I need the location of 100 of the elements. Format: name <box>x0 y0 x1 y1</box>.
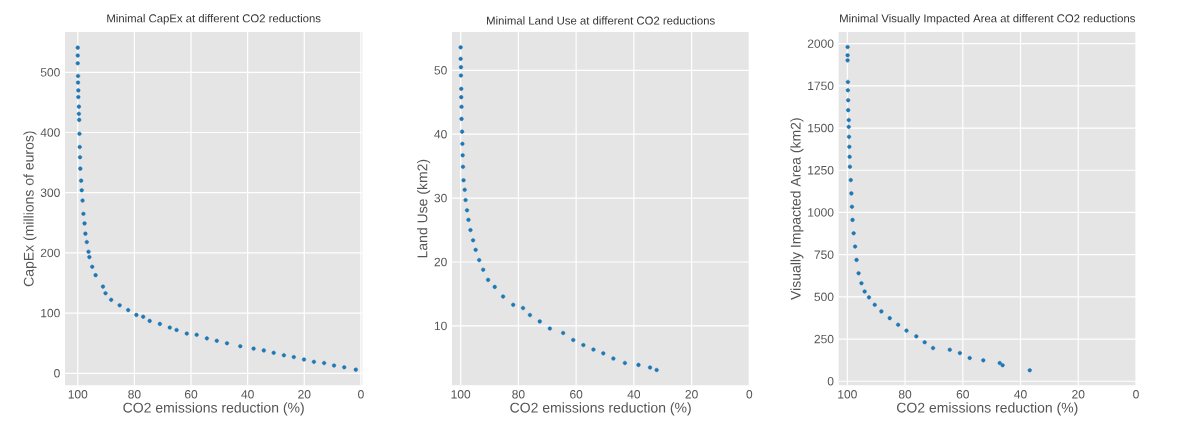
y-tick-label: 500 <box>40 68 60 77</box>
point <box>460 129 465 134</box>
point <box>353 367 358 372</box>
point <box>271 350 276 355</box>
point <box>75 73 81 79</box>
x-tick-label: 100 <box>68 390 88 399</box>
point <box>459 95 464 100</box>
point <box>281 353 286 358</box>
point <box>76 111 81 116</box>
y-tick-label: 50 <box>434 66 447 75</box>
point <box>1027 368 1032 373</box>
point <box>251 346 256 351</box>
point <box>957 351 962 356</box>
point <box>647 365 653 370</box>
point <box>238 344 243 349</box>
point <box>856 271 861 276</box>
point <box>100 284 106 289</box>
x-tick-label: 80 <box>512 390 525 399</box>
point <box>322 360 327 366</box>
point <box>850 217 855 222</box>
point <box>904 328 909 333</box>
point <box>76 104 81 109</box>
point <box>77 144 82 150</box>
point <box>930 345 936 351</box>
point <box>75 80 81 85</box>
point <box>845 44 850 50</box>
point <box>157 321 162 326</box>
point <box>611 356 616 361</box>
point <box>224 341 230 346</box>
point <box>471 238 476 243</box>
point <box>458 45 463 50</box>
point <box>473 247 478 252</box>
x-axis-title: CO2 emissions reduction (%) <box>123 402 304 416</box>
y-tick-label: 250 <box>814 334 834 344</box>
y-tick-label: 1250 <box>808 166 834 175</box>
y-axis-title: Visually Impacted Area (km2) <box>790 118 804 300</box>
y-tick-label: 400 <box>40 128 60 137</box>
y-tick-label: 750 <box>814 250 834 259</box>
point <box>76 94 81 100</box>
x-tick-label: 40 <box>1014 390 1027 399</box>
x-axis-title: CO2 emissions reduction (%) <box>510 402 691 416</box>
point <box>459 104 464 109</box>
point <box>520 305 526 311</box>
point <box>311 359 316 364</box>
point <box>83 231 88 236</box>
point <box>342 365 347 370</box>
point <box>845 58 850 63</box>
point <box>109 297 114 302</box>
point <box>859 281 864 286</box>
point <box>847 154 852 159</box>
point <box>117 303 122 308</box>
y-tick-label: 0 <box>54 369 60 378</box>
point <box>75 53 80 58</box>
point <box>147 318 152 323</box>
point <box>847 144 852 149</box>
point <box>636 362 641 367</box>
point <box>622 360 627 366</box>
y-tick-label: 300 <box>40 188 60 197</box>
point <box>846 124 851 129</box>
y-tick-label: 100 <box>41 308 60 318</box>
point <box>561 330 566 335</box>
x-tick-label: 60 <box>570 390 583 399</box>
point <box>331 363 337 368</box>
point <box>846 98 851 103</box>
x-tick-label: 100 <box>451 390 471 399</box>
point <box>947 347 952 352</box>
point <box>571 337 576 343</box>
point <box>301 357 307 362</box>
chart-title: Minimal Visually Impacted Area at different CO2 reductions <box>840 14 1135 25</box>
point <box>854 257 859 262</box>
point <box>184 331 189 336</box>
y-tick-label: 2000 <box>807 39 834 48</box>
point <box>981 358 986 363</box>
point <box>461 178 466 183</box>
point <box>601 351 606 356</box>
point <box>846 118 851 123</box>
point <box>914 334 919 339</box>
point <box>477 258 482 263</box>
point <box>511 302 516 307</box>
chart-title: Minimal Land Use at different CO2 reductions <box>487 16 715 25</box>
point <box>458 73 464 78</box>
point <box>126 308 131 313</box>
point <box>896 322 901 327</box>
point <box>458 56 463 61</box>
point <box>846 108 851 113</box>
point <box>84 239 89 245</box>
point <box>851 231 856 236</box>
x-tick-label: 0 <box>1133 390 1139 399</box>
point <box>75 45 80 50</box>
x-tick-label: 60 <box>184 390 198 399</box>
point <box>167 325 172 330</box>
y-tick-label: 10 <box>434 321 447 331</box>
point <box>77 131 82 136</box>
point <box>866 295 872 300</box>
y-tick-label: 40 <box>434 129 447 139</box>
point <box>547 326 552 331</box>
y-tick-label: 200 <box>40 248 60 258</box>
point <box>967 355 972 361</box>
point <box>654 367 659 373</box>
point <box>849 191 854 196</box>
